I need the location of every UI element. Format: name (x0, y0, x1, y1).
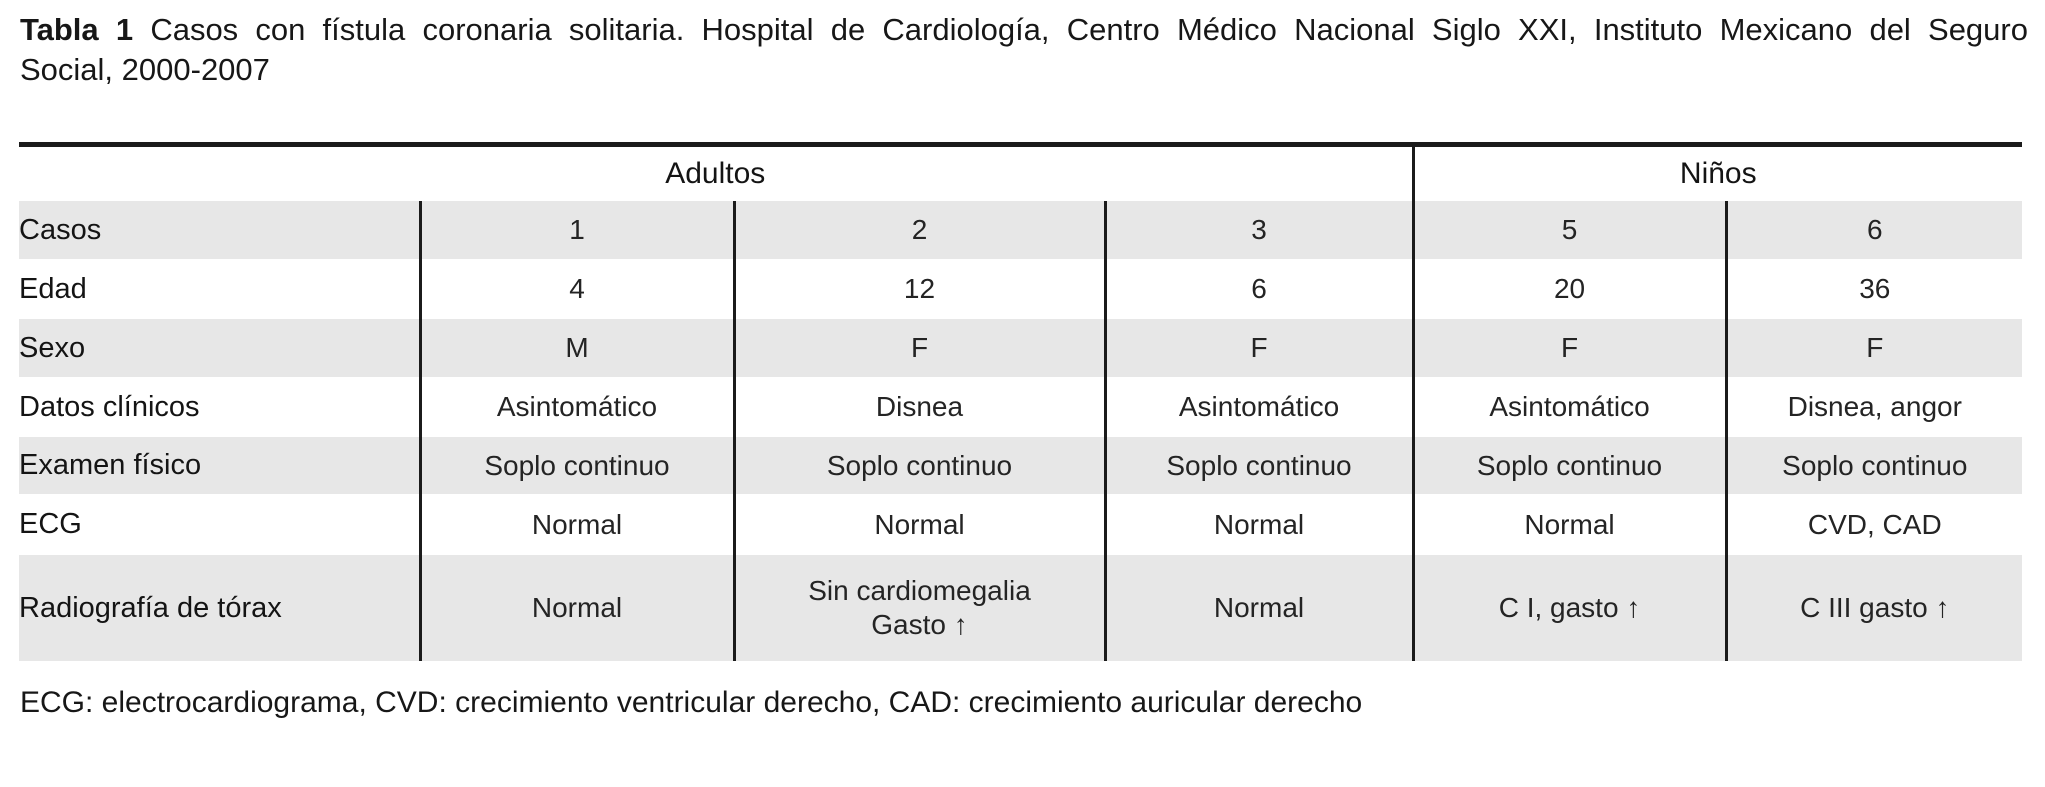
table-cell: F (1413, 319, 1728, 377)
table-row-casos: Casos 1 2 3 5 6 (19, 201, 2023, 259)
table-cell: Normal (734, 494, 1107, 555)
table-row-sexo: Sexo M F F F F (19, 319, 2023, 377)
table-row-edad: Edad 4 12 6 20 36 (19, 259, 2023, 319)
table-cell: 2 (734, 201, 1107, 259)
table-cell: Normal (1105, 555, 1415, 661)
row-label-examen-fisico: Examen físico (19, 437, 422, 494)
table-cell: Normal (420, 494, 736, 555)
table-cell: C I, gasto ↑ (1413, 555, 1728, 661)
table-cell: 12 (734, 259, 1107, 319)
column-group-adultos: Adultos (19, 144, 1414, 201)
table-cell: Asintomático (1105, 377, 1415, 437)
table-cell: 3 (1105, 201, 1415, 259)
table-cell: 4 (420, 259, 736, 319)
table-cell: 6 (1726, 201, 2023, 259)
table-row-examen-fisico: Examen físico Soplo continuo Soplo conti… (19, 437, 2023, 494)
row-label-datos-clinicos: Datos clínicos (19, 377, 422, 437)
table-cell: M (420, 319, 736, 377)
row-label-casos: Casos (19, 201, 422, 259)
table-cell: Normal (420, 555, 736, 661)
row-label-radiografia: Radiografía de tórax (19, 555, 422, 661)
row-label-ecg: ECG (19, 494, 422, 555)
table-cell: 1 (420, 201, 736, 259)
group-header-row: Adultos Niños (19, 144, 2023, 201)
table-cell: 36 (1726, 259, 2023, 319)
table-cell: F (1105, 319, 1415, 377)
table-cell: 20 (1413, 259, 1728, 319)
row-label-sexo: Sexo (19, 319, 422, 377)
table-cell: CVD, CAD (1726, 494, 2023, 555)
table-cell: C III gasto ↑ (1726, 555, 2023, 661)
table-cell: Normal (1105, 494, 1415, 555)
table-caption-line2: Social, 2000-2007 (20, 52, 270, 87)
table-footnote: ECG: electrocardiograma, CVD: crecimient… (20, 686, 1363, 719)
table-cell: Soplo continuo (734, 437, 1107, 494)
table-cell: Asintomático (420, 377, 736, 437)
table-caption: Tabla 1 Casos con fístula coronaria soli… (20, 10, 2028, 90)
table-cell: Soplo continuo (420, 437, 736, 494)
table-cell: Disnea, angor (1726, 377, 2023, 437)
table-row-radiografia: Radiografía de tórax Normal Sin cardiome… (19, 555, 2023, 661)
cases-table: Adultos Niños Casos 1 2 3 5 6 Edad 4 12 … (19, 142, 2023, 661)
table-row-datos-clinicos: Datos clínicos Asintomático Disnea Asint… (19, 377, 2023, 437)
column-group-ninos: Niños (1411, 144, 2023, 201)
table-cell: Disnea (734, 377, 1107, 437)
table-caption-line1: Tabla 1 Casos con fístula coronaria soli… (20, 10, 2028, 50)
table-cell: 5 (1413, 201, 1728, 259)
table-cell: Soplo continuo (1726, 437, 2023, 494)
table-caption-text: Casos con fístula coronaria solitaria. H… (150, 12, 2028, 47)
table-cell: Sin cardiomegalia Gasto ↑ (734, 555, 1107, 661)
table-row-ecg: ECG Normal Normal Normal Normal CVD, CAD (19, 494, 2023, 555)
table-cell: Soplo continuo (1105, 437, 1415, 494)
table-cell: 6 (1105, 259, 1415, 319)
table-caption-number: Tabla 1 (20, 12, 134, 47)
table-cell: Soplo continuo (1413, 437, 1728, 494)
table-cell: F (1726, 319, 2023, 377)
table-cell: F (734, 319, 1107, 377)
table-cell: Asintomático (1413, 377, 1728, 437)
table-cell: Normal (1413, 494, 1728, 555)
row-label-edad: Edad (19, 259, 422, 319)
